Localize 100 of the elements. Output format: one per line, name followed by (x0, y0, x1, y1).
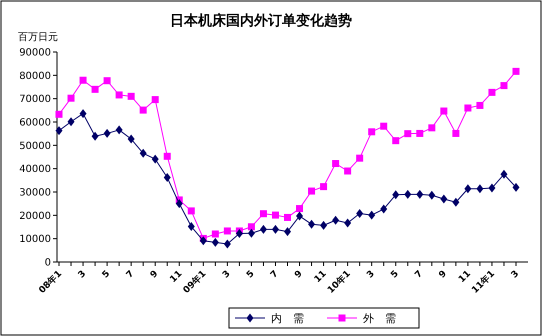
point (476, 184, 484, 194)
y-axis-title: 百万日元 (18, 32, 58, 43)
point (116, 91, 123, 98)
point (356, 208, 364, 218)
point (368, 210, 376, 220)
point (164, 152, 171, 160)
point (512, 182, 520, 192)
point (92, 132, 99, 141)
y-tick-label: 60000 (19, 118, 51, 128)
point (80, 109, 87, 118)
point (380, 122, 388, 130)
point (476, 102, 484, 109)
point (260, 224, 267, 234)
point (284, 227, 291, 236)
point (176, 199, 183, 208)
y-tick-label: 30000 (19, 188, 51, 198)
y-tick-label: 50000 (19, 140, 51, 152)
point (392, 137, 400, 144)
y-tick-label: 40000 (19, 164, 51, 176)
x-tick-label: 3 (365, 269, 377, 281)
point (428, 124, 436, 132)
point (296, 205, 304, 212)
point (152, 154, 159, 164)
point (344, 168, 352, 174)
point (344, 218, 352, 228)
y-tick-label: 10000 (19, 234, 51, 246)
x-tick-label: 7 (124, 269, 136, 281)
point (248, 223, 255, 230)
point (212, 230, 219, 238)
y-tick-label: 80000 (19, 70, 51, 82)
point (128, 134, 135, 144)
point (332, 216, 340, 225)
point (68, 117, 75, 126)
point (452, 130, 460, 137)
y-tick-label: 90000 (19, 48, 51, 58)
legend-label: 外 需 (363, 312, 396, 325)
point (488, 88, 496, 96)
point (188, 222, 195, 232)
point (92, 86, 99, 93)
point (116, 125, 123, 134)
x-tick-label: 5 (389, 269, 401, 281)
point (56, 126, 62, 136)
x-tick-label: 9 (293, 269, 305, 281)
point (260, 210, 267, 218)
point (308, 220, 316, 229)
point (500, 82, 508, 90)
point (188, 207, 195, 214)
point (272, 212, 279, 219)
point (380, 204, 388, 214)
point (392, 190, 400, 200)
point (200, 236, 207, 246)
x-tick-label: 9 (148, 269, 160, 281)
y-tick-label: 70000 (19, 94, 51, 106)
point (296, 212, 304, 221)
point (104, 77, 111, 84)
point (224, 227, 231, 234)
x-tick-label: 3 (76, 269, 88, 281)
point (80, 76, 87, 84)
point (128, 92, 135, 100)
x-tick-label: 3 (220, 269, 232, 281)
point (56, 110, 62, 118)
point (428, 190, 436, 200)
point (356, 154, 364, 162)
point (248, 228, 255, 238)
point (272, 224, 279, 234)
point (152, 96, 159, 104)
point (104, 128, 111, 138)
legend-label: 内 需 (271, 312, 304, 325)
y-tick-label: 0 (44, 258, 51, 268)
point (404, 130, 412, 138)
x-tick-label: 7 (269, 269, 281, 281)
point (440, 194, 448, 204)
x-tick-label: 5 (245, 269, 257, 281)
x-tick-label: 3 (510, 269, 522, 281)
point (512, 68, 520, 75)
point (332, 160, 340, 168)
point (404, 190, 412, 199)
point (140, 106, 147, 114)
x-tick-label: 5 (100, 269, 112, 281)
point (464, 184, 472, 194)
y-tick-label: 20000 (19, 210, 51, 222)
point (416, 130, 424, 137)
point (68, 94, 75, 102)
point (140, 148, 147, 158)
point (284, 214, 291, 221)
point (368, 128, 376, 136)
x-tick-label: 9 (437, 269, 449, 281)
point (212, 238, 219, 247)
point (224, 240, 231, 249)
point (416, 190, 424, 199)
point (464, 104, 472, 112)
x-tick-label: 08年1 (36, 268, 64, 296)
point (320, 220, 328, 230)
point (320, 183, 328, 190)
x-tick-label: 7 (413, 269, 425, 281)
point (308, 188, 316, 195)
point (440, 108, 448, 115)
point (236, 229, 243, 238)
point (500, 170, 508, 179)
chart-title: 日本机床国内外订单变化趋势 (170, 12, 352, 29)
